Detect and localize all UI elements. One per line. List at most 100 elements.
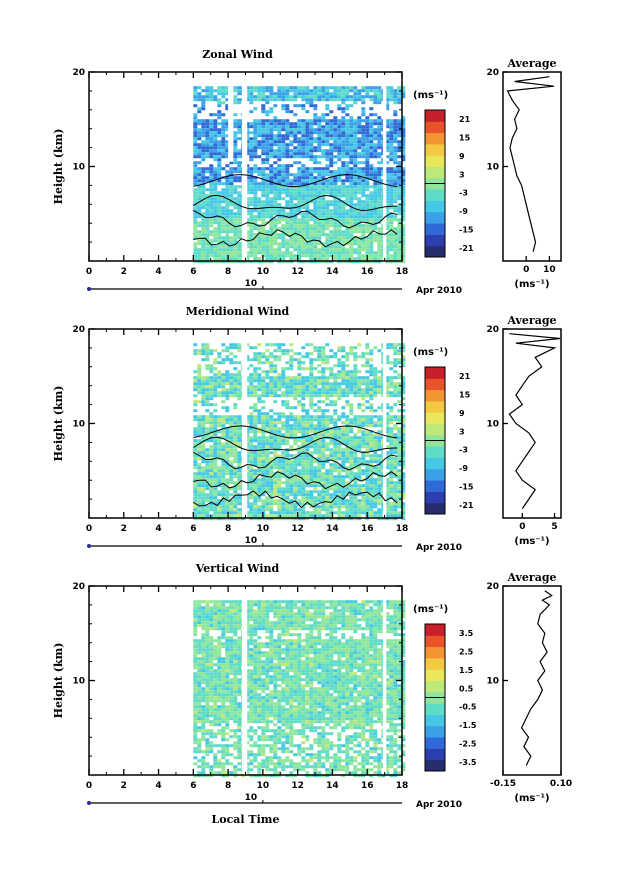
heatmap-cell [261, 451, 266, 455]
heatmap-cell [353, 451, 358, 455]
heatmap-cell [333, 433, 338, 437]
heatmap-cell [257, 140, 262, 144]
heatmap-cell [253, 242, 258, 246]
heatmap-cell [321, 502, 326, 506]
heatmap-cell [329, 469, 334, 473]
heatmap-cell [397, 188, 402, 192]
heatmap-cell [253, 346, 258, 350]
heatmap-cell [317, 346, 322, 350]
heatmap-cell [221, 149, 226, 153]
heatmap-cell [273, 412, 278, 416]
heatmap-cell [389, 179, 394, 183]
heatmap-cell [209, 125, 214, 129]
heatmap-cell [357, 218, 362, 222]
heatmap-cell [357, 355, 362, 359]
heatmap-cell [293, 382, 298, 386]
heatmap-cell [285, 92, 290, 96]
heatmap-cell [257, 98, 262, 102]
heatmap-cell [265, 197, 270, 201]
heatmap-cell [365, 248, 370, 252]
heatmap-cell [237, 257, 242, 261]
heatmap-cell [265, 176, 270, 180]
heatmap-cell [229, 203, 234, 207]
heatmap-cell [193, 415, 198, 419]
heatmap-cell [217, 424, 222, 428]
heatmap-cell [357, 343, 362, 347]
heatmap-cell [221, 86, 226, 90]
heatmap-cell [357, 418, 362, 422]
heatmap-cell [369, 170, 374, 174]
heatmap-cell [389, 131, 394, 135]
heatmap-cell [205, 251, 210, 255]
heatmap-cell [269, 179, 274, 183]
heatmap-cell [261, 137, 266, 141]
heatmap-cell [393, 466, 398, 470]
heatmap-cell [357, 116, 362, 120]
heatmap-cell [385, 346, 390, 350]
heatmap-cell [389, 137, 394, 141]
heatmap-cell [377, 230, 382, 234]
heatmap-cell [201, 490, 206, 494]
heatmap-cell [229, 478, 234, 482]
heatmap-cell [237, 472, 242, 476]
heatmap-cell [277, 173, 282, 177]
heatmap-cell [317, 391, 322, 395]
heatmap-cell [349, 391, 354, 395]
heatmap-cell [265, 248, 270, 252]
heatmap-cell [309, 502, 314, 506]
heatmap-cell [209, 251, 214, 255]
heatmap-cell [397, 257, 402, 261]
heatmap-cell [373, 445, 378, 449]
heatmap-cell [349, 134, 354, 138]
heatmap-cell [389, 442, 394, 446]
heatmap-cell [345, 164, 350, 168]
heatmap-cell [333, 209, 338, 213]
heatmap-cell [385, 236, 390, 240]
heatmap-cell [269, 200, 274, 204]
heatmap-cell [297, 125, 302, 129]
heatmap-cell [217, 170, 222, 174]
heatmap-cell [197, 257, 202, 261]
heatmap-cell [293, 98, 298, 102]
heatmap-cell [281, 463, 286, 467]
heatmap-cell [401, 182, 406, 186]
heatmap-cell [393, 161, 398, 165]
heatmap-cell [229, 460, 234, 464]
heatmap-cell [269, 457, 274, 461]
heatmap-cell [193, 481, 198, 485]
heatmap-cell [301, 463, 306, 467]
heatmap-cell [289, 140, 294, 144]
heatmap-cell [213, 212, 218, 216]
heatmap-cell [369, 421, 374, 425]
heatmap-cell [365, 358, 370, 362]
heatmap-cell [361, 493, 366, 497]
heatmap-cell [193, 400, 198, 404]
heatmap-cell [397, 140, 402, 144]
heatmap-cell [361, 119, 366, 123]
heatmap-cell [213, 475, 218, 479]
heatmap-cell [369, 242, 374, 246]
heatmap-cell [373, 496, 378, 500]
heatmap-cell [341, 430, 346, 434]
heatmap-cell [373, 254, 378, 258]
heatmap-cell [305, 191, 310, 195]
heatmap-cell [257, 484, 262, 488]
heatmap-cell [281, 182, 286, 186]
heatmap-cell [389, 176, 394, 180]
heatmap-cell [213, 448, 218, 452]
heatmap-cell [401, 421, 406, 425]
heatmap-cell [317, 116, 322, 120]
heatmap-cell [369, 397, 374, 401]
heatmap-cell [233, 508, 238, 512]
heatmap-cell [225, 418, 230, 422]
heatmap-cell [289, 221, 294, 225]
heatmap-cell [345, 388, 350, 392]
heatmap-cell [265, 505, 270, 509]
heatmap-cell [373, 182, 378, 186]
heatmap-cell [289, 236, 294, 240]
heatmap-cell [301, 472, 306, 476]
heatmap-cell [277, 430, 282, 434]
heatmap-cell [293, 484, 298, 488]
heatmap-cell [301, 448, 306, 452]
heatmap-cell [205, 439, 210, 443]
